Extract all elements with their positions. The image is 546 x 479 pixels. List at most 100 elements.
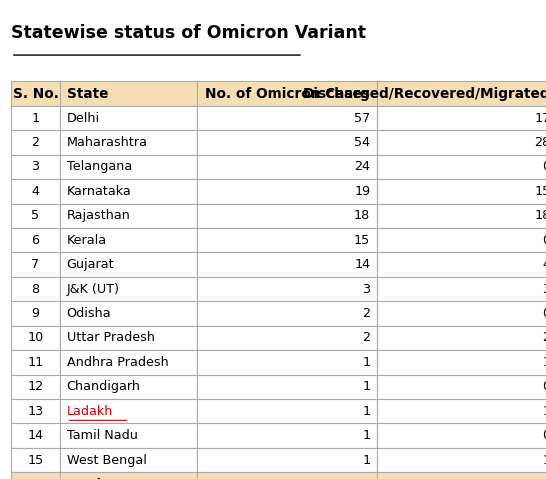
Text: 9: 9 <box>32 307 39 320</box>
Text: Ladakh: Ladakh <box>67 405 113 418</box>
Text: Total: Total <box>67 478 102 479</box>
Bar <box>11 106 60 130</box>
Text: 13: 13 <box>27 405 44 418</box>
Text: Andhra Pradesh: Andhra Pradesh <box>67 356 168 369</box>
Text: Karnataka: Karnataka <box>67 185 132 198</box>
Text: Rajasthan: Rajasthan <box>67 209 130 222</box>
Bar <box>377 375 546 399</box>
Text: Delhi: Delhi <box>67 112 100 125</box>
Bar <box>377 228 546 252</box>
Bar <box>377 179 546 204</box>
Bar <box>60 155 197 179</box>
Bar <box>377 252 546 277</box>
Text: Tamil Nadu: Tamil Nadu <box>67 429 138 442</box>
Text: 5: 5 <box>32 209 39 222</box>
Text: 54: 54 <box>354 136 370 149</box>
Text: 1: 1 <box>32 112 39 125</box>
Bar <box>197 350 377 375</box>
Bar <box>197 252 377 277</box>
Text: Uttar Pradesh: Uttar Pradesh <box>67 331 155 344</box>
Text: 14: 14 <box>27 429 44 442</box>
Bar <box>11 228 60 252</box>
Bar <box>11 277 60 301</box>
Text: J&K (UT): J&K (UT) <box>67 283 120 296</box>
Bar <box>197 448 377 472</box>
Bar <box>60 81 197 106</box>
Bar <box>60 179 197 204</box>
Text: 213: 213 <box>343 478 370 479</box>
Text: 15: 15 <box>354 234 370 247</box>
Text: 2: 2 <box>362 307 370 320</box>
Bar <box>377 106 546 130</box>
Text: 1: 1 <box>542 454 546 467</box>
Bar <box>60 228 197 252</box>
Bar <box>377 301 546 326</box>
Text: 28: 28 <box>534 136 546 149</box>
Text: 10: 10 <box>27 331 44 344</box>
Text: 0: 0 <box>542 234 546 247</box>
Text: 8: 8 <box>32 283 39 296</box>
Bar <box>60 252 197 277</box>
Text: 1: 1 <box>362 429 370 442</box>
Bar <box>60 350 197 375</box>
Text: 17: 17 <box>534 112 546 125</box>
Text: 1: 1 <box>362 380 370 393</box>
Text: 1: 1 <box>542 356 546 369</box>
Text: 4: 4 <box>542 258 546 271</box>
Text: State: State <box>67 87 108 101</box>
Text: 0: 0 <box>542 307 546 320</box>
Bar <box>60 375 197 399</box>
Bar <box>60 472 197 479</box>
Bar <box>60 301 197 326</box>
Bar <box>197 228 377 252</box>
Text: 11: 11 <box>27 356 44 369</box>
Text: 7: 7 <box>32 258 39 271</box>
Bar <box>377 350 546 375</box>
Bar <box>60 448 197 472</box>
Bar <box>11 399 60 423</box>
Text: Telangana: Telangana <box>67 160 132 173</box>
Bar <box>197 106 377 130</box>
Text: 2: 2 <box>362 331 370 344</box>
Bar <box>11 179 60 204</box>
Text: 3: 3 <box>362 283 370 296</box>
Text: Odisha: Odisha <box>67 307 111 320</box>
Bar <box>197 375 377 399</box>
Bar <box>11 81 60 106</box>
Bar <box>60 130 197 155</box>
Bar <box>197 423 377 448</box>
Bar <box>11 350 60 375</box>
Text: Chandigarh: Chandigarh <box>67 380 141 393</box>
Text: S. No.: S. No. <box>13 87 58 101</box>
Text: No. of Omicron Cases: No. of Omicron Cases <box>205 87 370 101</box>
Bar <box>197 472 377 479</box>
Text: Discharged/Recovered/Migrated: Discharged/Recovered/Migrated <box>303 87 546 101</box>
Text: 1: 1 <box>362 356 370 369</box>
Text: 1: 1 <box>362 405 370 418</box>
Text: 2: 2 <box>32 136 39 149</box>
Bar <box>60 399 197 423</box>
Text: 90: 90 <box>532 478 546 479</box>
Text: 18: 18 <box>534 209 546 222</box>
Text: 0: 0 <box>542 160 546 173</box>
Bar <box>377 423 546 448</box>
Bar <box>377 399 546 423</box>
Bar <box>197 301 377 326</box>
Bar <box>197 155 377 179</box>
Text: Kerala: Kerala <box>67 234 106 247</box>
Text: 14: 14 <box>354 258 370 271</box>
Bar <box>11 448 60 472</box>
Text: 0: 0 <box>542 429 546 442</box>
Text: West Bengal: West Bengal <box>67 454 146 467</box>
Bar <box>377 277 546 301</box>
Bar <box>11 472 60 479</box>
Bar <box>377 155 546 179</box>
Bar <box>197 179 377 204</box>
Text: 19: 19 <box>354 185 370 198</box>
Text: Gujarat: Gujarat <box>67 258 114 271</box>
Bar <box>11 130 60 155</box>
Bar <box>377 448 546 472</box>
Bar <box>11 204 60 228</box>
Text: 18: 18 <box>354 209 370 222</box>
Bar <box>377 130 546 155</box>
